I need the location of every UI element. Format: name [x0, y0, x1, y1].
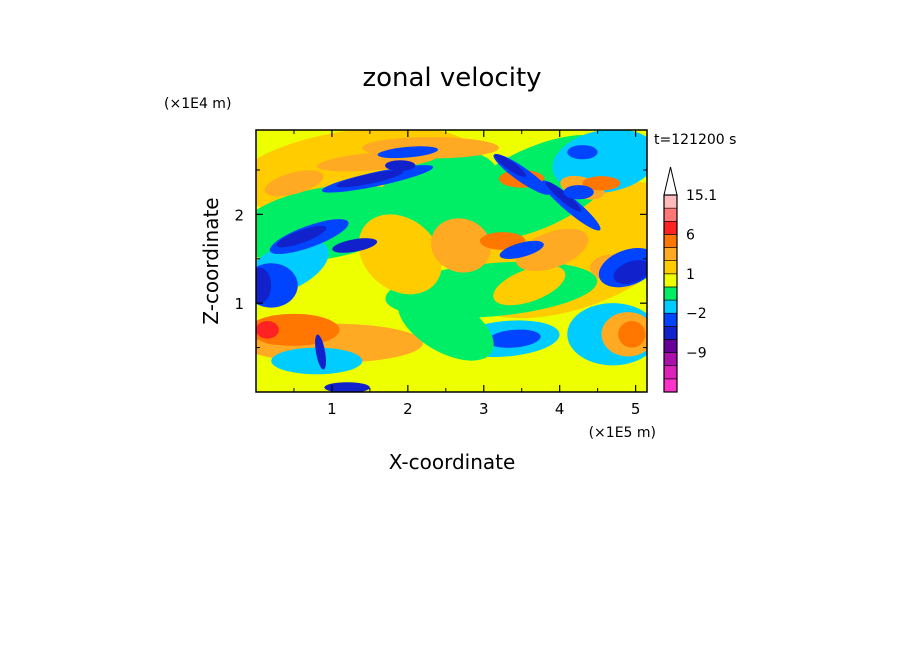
field-contour — [332, 238, 378, 253]
field-contour — [276, 225, 327, 248]
colorbar-swatch — [663, 286, 678, 301]
colorbar: 15.1 6 1 −2 −9 — [663, 166, 717, 393]
colorbar-swatch — [663, 234, 678, 248]
field-contour — [493, 265, 566, 306]
field-contour — [315, 334, 326, 370]
y-axis: 12 — [234, 169, 647, 349]
x-axis: 1 2 3 4 5 — [293, 130, 641, 418]
x-tick-label: 4 — [555, 400, 565, 418]
x-tick-label: 3 — [479, 400, 489, 418]
field-contour — [324, 382, 370, 392]
colorbar-swatch — [663, 260, 678, 275]
y-tick-label: 1 — [234, 295, 244, 313]
x-axis-label: X-coordinate — [389, 450, 516, 474]
colorbar-label: 6 — [686, 227, 695, 243]
field-contour — [377, 146, 439, 159]
field-contour — [264, 170, 324, 197]
colorbar-swatch — [663, 220, 678, 235]
x-scale-label: (×1E5 m) — [589, 425, 656, 441]
field-contour — [385, 160, 416, 171]
x-tick-label: 1 — [327, 400, 337, 418]
x-tick-label: 5 — [631, 400, 641, 418]
y-tick-label: 2 — [234, 206, 244, 224]
field-contour — [358, 214, 442, 295]
field-contour — [397, 290, 494, 361]
plot-frame — [255, 129, 648, 393]
colorbar-swatch — [663, 378, 678, 393]
colorbar-frame — [663, 194, 678, 393]
field-contour — [613, 260, 647, 285]
time-label: t=121200 s — [654, 132, 736, 148]
field-contour — [545, 181, 582, 212]
colorbar-label: −9 — [686, 346, 707, 362]
field-contour — [567, 145, 598, 160]
field-contour — [256, 263, 298, 308]
colorbar-swatch — [663, 352, 678, 367]
colorbar-swatch — [663, 273, 678, 288]
field-contour — [515, 228, 589, 272]
colorbar-swatch — [663, 194, 678, 209]
colorbar-swatch — [663, 365, 678, 380]
velocity-field — [256, 130, 647, 392]
y-scale-label: (×1E4 m) — [164, 96, 231, 112]
field-contour — [618, 320, 646, 348]
colorbar-label: 1 — [686, 267, 695, 283]
colorbar-swatch — [663, 312, 678, 327]
colorbar-label: 15.1 — [686, 188, 717, 204]
field-contour — [256, 267, 272, 304]
field-contour — [431, 218, 491, 273]
colorbar-swatch — [663, 207, 678, 222]
field-contour — [582, 176, 621, 191]
y-axis-label: Z-coordinate — [199, 197, 223, 324]
field-contour — [256, 320, 279, 339]
colorbar-swatch — [663, 299, 678, 314]
plot-area — [256, 130, 647, 392]
field-contour — [563, 185, 594, 200]
x-tick-label: 2 — [403, 400, 413, 418]
field-contour — [494, 154, 527, 178]
colorbar-label: −2 — [686, 306, 707, 322]
chart-title: zonal velocity — [362, 63, 541, 93]
field-contour — [487, 329, 541, 348]
colorbar-swatch — [663, 339, 678, 353]
field-contour — [336, 170, 404, 188]
colorbar-swatch — [663, 247, 678, 261]
colorbar-swatch — [663, 326, 678, 340]
field-contour — [271, 347, 363, 375]
colorbar-extend-triangle — [663, 166, 678, 196]
field-contour — [499, 240, 544, 259]
